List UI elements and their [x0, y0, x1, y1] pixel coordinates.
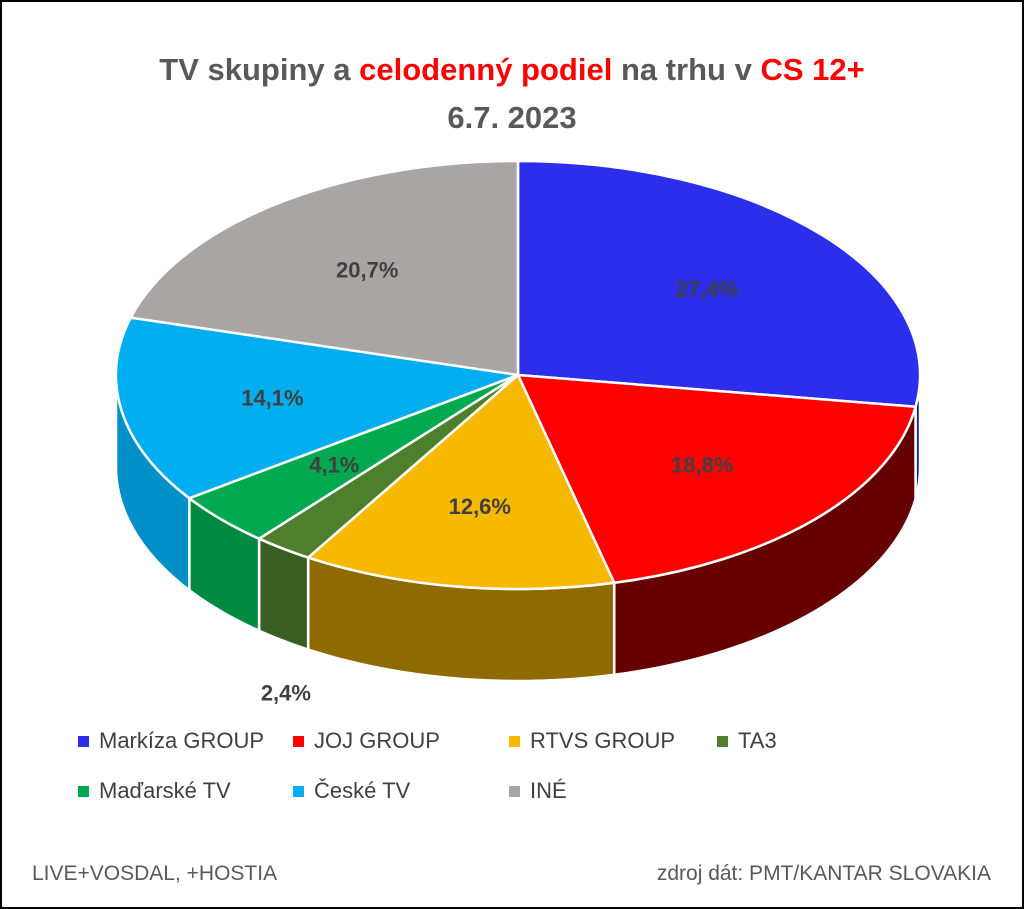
legend-label: České TV	[314, 778, 411, 803]
pie-data-labels: 27,4% 18,8% 12,6% 2,4% 4,1% 14,1% 20,7%	[241, 257, 738, 705]
legend-item-madarske-tv: Maďarské TV	[78, 778, 231, 804]
legend-item-rtvs-group: RTVS GROUP	[509, 728, 675, 754]
legend-label: TA3	[738, 728, 777, 753]
data-label-joj-group: 18,8%	[671, 452, 733, 477]
legend-swatch	[293, 785, 304, 797]
legend-item-ceske-tv: České TV	[293, 778, 410, 804]
pie-slice-joj-group	[516, 373, 917, 585]
pie-slice-markiza-group	[516, 159, 922, 409]
data-label-ceske-tv: 14,1%	[241, 386, 303, 411]
pie-side-walls	[114, 374, 922, 683]
title-part1: TV skupiny a	[159, 52, 360, 87]
legend-label: INÉ	[530, 778, 567, 803]
title-highlight-target: CS 12+	[760, 52, 865, 87]
footer-note: LIVE+VOSDAL, +HOSTIA	[32, 862, 278, 885]
title-highlight-share: celodenný podiel	[359, 52, 613, 87]
legend-label: RTVS GROUP	[530, 728, 676, 753]
legend-item-joj-group: JOJ GROUP	[293, 728, 440, 754]
data-label-ine: 20,7%	[336, 257, 398, 282]
legend-item-ine: INÉ	[509, 778, 567, 804]
legend-item-markiza-group: Markíza GROUP	[78, 728, 264, 754]
pie-slices	[114, 159, 922, 591]
chart-title: TV skupiny a celodenný podiel na trhu v …	[0, 52, 1024, 88]
footer-source: zdroj dát: PMT/KANTAR SLOVAKIA	[656, 862, 991, 885]
legend-swatch	[293, 735, 304, 747]
data-label-markiza-group: 27,4%	[676, 276, 738, 301]
legend-label: Maďarské TV	[99, 778, 231, 803]
legend-swatch	[509, 785, 520, 797]
chart-subtitle-date: 6.7. 2023	[447, 100, 577, 135]
legend-label: JOJ GROUP	[314, 728, 440, 753]
data-label-madarske-tv: 4,1%	[309, 453, 359, 478]
data-label-ta3: 2,4%	[261, 681, 311, 706]
legend-item-ta3: TA3	[717, 728, 777, 754]
legend-swatch	[509, 735, 520, 747]
pie-slice-ine	[129, 159, 520, 377]
legend-swatch	[717, 735, 728, 747]
pie-slice-ceske-tv	[114, 316, 520, 500]
legend-swatch	[78, 785, 89, 797]
legend-label: Markíza GROUP	[99, 728, 265, 753]
pie-slice-rtvs-group	[306, 373, 616, 591]
legend-swatch	[78, 735, 89, 747]
data-label-rtvs-group: 12,6%	[449, 494, 511, 519]
title-part2: na trhu v	[612, 52, 761, 87]
